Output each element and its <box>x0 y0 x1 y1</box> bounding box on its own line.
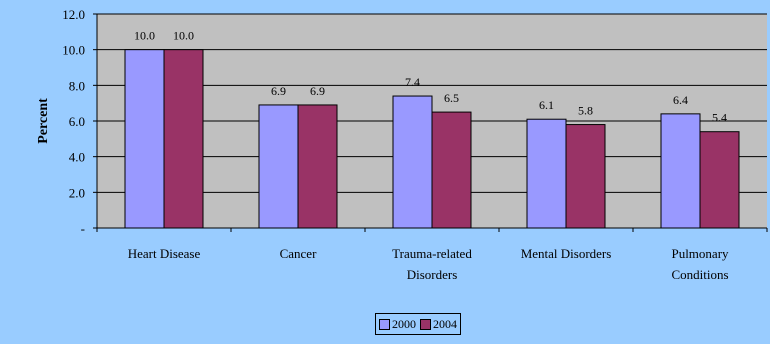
data-label-2004: 6.5 <box>444 91 459 105</box>
data-label-2000: 7.4 <box>405 75 420 89</box>
x-ticks: Heart Disease Cancer Trauma-related Disorde… <box>96 228 768 282</box>
y-tick-label: 4.0 <box>69 150 85 165</box>
x-tick-label: Disorders <box>407 267 458 282</box>
data-label-2000: 6.4 <box>673 93 688 107</box>
legend-label-2000: 2000 <box>392 316 416 331</box>
bars <box>124 49 740 229</box>
x-tick-label: Cancer <box>280 246 317 261</box>
bar-2000 <box>392 95 433 229</box>
y-tick-label: 10.0 <box>62 43 85 58</box>
data-label-2004: 5.8 <box>578 104 593 118</box>
bar-2000 <box>124 49 165 229</box>
x-tick-label: Pulmonary <box>671 246 729 261</box>
data-label-2000: 6.1 <box>539 98 554 112</box>
legend-swatch-2004 <box>420 318 431 330</box>
x-tick-label: Trauma-related <box>392 246 472 261</box>
y-tick-label: - <box>81 221 85 236</box>
bar-2004 <box>297 104 338 229</box>
x-tick-label: Heart Disease <box>128 246 201 261</box>
legend-item-2004: 2004 <box>420 317 457 332</box>
data-label-2000: 6.9 <box>271 84 286 98</box>
bar-2000 <box>526 118 567 229</box>
data-label-2000: 10.0 <box>134 29 155 43</box>
bar-2004 <box>565 124 606 229</box>
x-tick-label: Conditions <box>671 267 728 282</box>
data-labels: 10.0 10.0 6.9 6.9 7.4 6.5 6.1 5.8 6.4 5.4 <box>134 29 727 125</box>
legend-label-2004: 2004 <box>433 316 457 331</box>
legend-item-2000: 2000 <box>379 317 416 332</box>
x-tick-label: Mental Disorders <box>521 246 612 261</box>
bar-2004 <box>431 111 472 229</box>
data-label-2004: 10.0 <box>173 29 194 43</box>
legend-swatch-2000 <box>379 318 390 330</box>
y-ticks: - 2.0 4.0 6.0 8.0 10.0 12.0 <box>62 7 97 236</box>
bar-2000 <box>660 113 701 229</box>
y-axis-label: Percent <box>36 98 51 144</box>
y-tick-label: 6.0 <box>69 114 85 129</box>
data-label-2004: 6.9 <box>310 84 325 98</box>
bar-2000 <box>258 104 299 229</box>
y-tick-label: 8.0 <box>69 78 85 93</box>
data-label-2004: 5.4 <box>712 111 727 125</box>
bar-2004 <box>163 49 204 229</box>
bar-2004 <box>699 131 740 229</box>
legend: 2000 2004 <box>375 313 461 335</box>
y-tick-label: 12.0 <box>62 7 85 22</box>
y-tick-label: 2.0 <box>69 185 85 200</box>
